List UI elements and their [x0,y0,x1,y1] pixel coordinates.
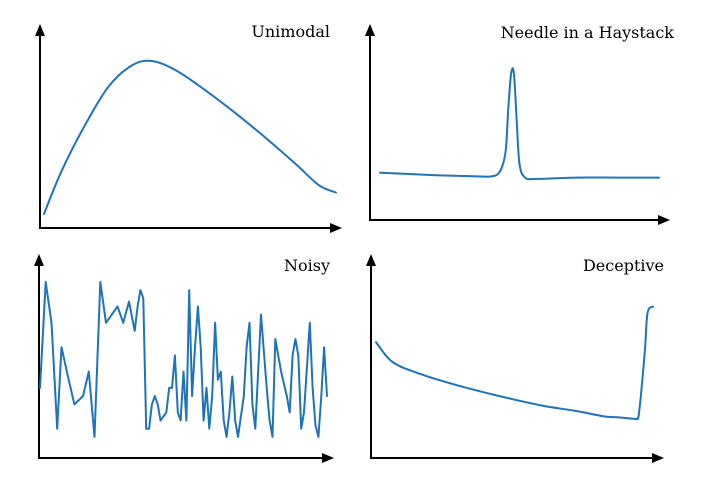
panel-title: Noisy [284,256,330,275]
needle-curve [379,67,660,181]
panel-unimodal: Unimodal [35,22,342,233]
panel-deceptive: Deceptive [366,254,664,463]
unimodal-curve [43,59,337,215]
y-axis-arrow-icon [34,254,44,266]
x-axis-arrow-icon [658,215,670,225]
panel-title: Unimodal [251,22,330,41]
x-axis-arrow-icon [652,453,664,463]
x-axis-arrow-icon [330,223,342,233]
x-axis-arrow-icon [322,453,334,463]
noisy-curve [39,281,328,438]
y-axis-arrow-icon [366,254,376,266]
panel-title: Needle in a Haystack [501,23,675,42]
y-axis-arrow-icon [365,24,375,36]
panel-title: Deceptive [583,256,664,275]
deceptive-curve [375,305,654,421]
panel-needle-in-a-haystack: Needle in a Haystack [365,23,674,225]
panel-noisy: Noisy [34,254,334,463]
y-axis-arrow-icon [35,24,45,36]
